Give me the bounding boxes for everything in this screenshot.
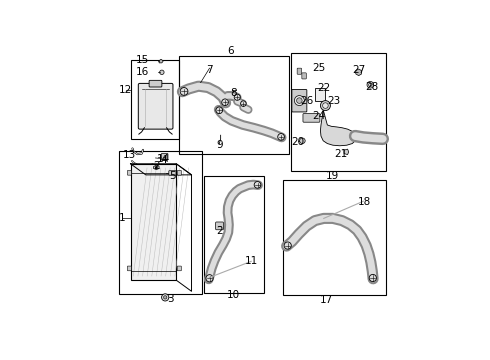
Text: 10: 10 <box>227 291 240 301</box>
Text: 28: 28 <box>365 82 378 92</box>
Bar <box>204 176 264 293</box>
Text: 3: 3 <box>168 294 174 304</box>
FancyBboxPatch shape <box>127 170 131 175</box>
FancyBboxPatch shape <box>161 153 168 159</box>
Text: 9: 9 <box>216 140 222 150</box>
Text: 20: 20 <box>291 137 304 147</box>
Circle shape <box>155 166 157 168</box>
Circle shape <box>369 274 376 282</box>
FancyBboxPatch shape <box>302 73 306 79</box>
Circle shape <box>367 81 374 88</box>
Text: 14: 14 <box>157 154 171 164</box>
FancyBboxPatch shape <box>297 68 301 74</box>
Text: 24: 24 <box>313 111 326 121</box>
Text: 18: 18 <box>358 197 371 207</box>
Text: 22: 22 <box>317 83 330 93</box>
Text: 5: 5 <box>170 171 176 181</box>
FancyBboxPatch shape <box>149 80 162 87</box>
Text: 16: 16 <box>136 67 149 77</box>
Text: 15: 15 <box>136 55 149 65</box>
Text: 13: 13 <box>123 150 136 161</box>
Text: 17: 17 <box>319 296 333 305</box>
Circle shape <box>241 101 246 107</box>
Text: 2: 2 <box>216 226 222 236</box>
Text: 26: 26 <box>300 96 313 106</box>
Circle shape <box>320 100 330 111</box>
Text: 21: 21 <box>334 149 347 159</box>
Circle shape <box>234 94 240 100</box>
Text: 19: 19 <box>326 171 339 181</box>
Circle shape <box>294 96 304 105</box>
Text: 8: 8 <box>230 88 236 98</box>
Bar <box>179 56 289 154</box>
Circle shape <box>278 134 284 140</box>
Circle shape <box>162 294 169 301</box>
Circle shape <box>284 242 292 249</box>
Text: 6: 6 <box>227 46 234 56</box>
Bar <box>292 53 386 171</box>
Text: 12: 12 <box>119 85 132 95</box>
Circle shape <box>368 83 372 86</box>
Bar <box>283 180 386 296</box>
FancyBboxPatch shape <box>138 84 173 129</box>
Text: 2: 2 <box>153 161 160 171</box>
Circle shape <box>216 107 222 114</box>
FancyBboxPatch shape <box>303 114 320 122</box>
Text: 1: 1 <box>119 213 125 223</box>
Polygon shape <box>344 149 349 155</box>
Bar <box>130 164 176 280</box>
Circle shape <box>254 181 261 188</box>
FancyBboxPatch shape <box>127 266 131 271</box>
Polygon shape <box>159 59 163 63</box>
Circle shape <box>300 138 305 144</box>
Circle shape <box>206 275 213 282</box>
FancyBboxPatch shape <box>216 222 223 230</box>
Circle shape <box>160 70 164 75</box>
Circle shape <box>296 98 302 103</box>
FancyBboxPatch shape <box>177 266 181 271</box>
Circle shape <box>164 296 167 299</box>
Text: 23: 23 <box>328 96 341 107</box>
Bar <box>119 151 202 294</box>
Bar <box>315 88 325 102</box>
Text: 25: 25 <box>313 63 326 73</box>
Polygon shape <box>320 110 356 146</box>
Text: 7: 7 <box>206 64 213 75</box>
Circle shape <box>322 103 328 108</box>
Circle shape <box>222 99 228 105</box>
Circle shape <box>180 87 188 95</box>
Text: 27: 27 <box>352 64 365 75</box>
Bar <box>130 60 179 139</box>
FancyBboxPatch shape <box>177 170 181 175</box>
Polygon shape <box>153 165 159 170</box>
Text: 11: 11 <box>245 256 258 266</box>
FancyBboxPatch shape <box>292 90 307 112</box>
FancyBboxPatch shape <box>169 171 176 175</box>
Text: 4: 4 <box>161 155 167 165</box>
